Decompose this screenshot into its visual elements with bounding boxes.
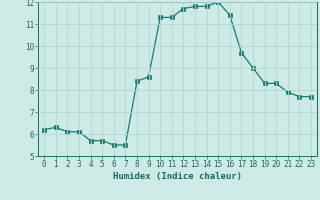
X-axis label: Humidex (Indice chaleur): Humidex (Indice chaleur) xyxy=(113,172,242,181)
